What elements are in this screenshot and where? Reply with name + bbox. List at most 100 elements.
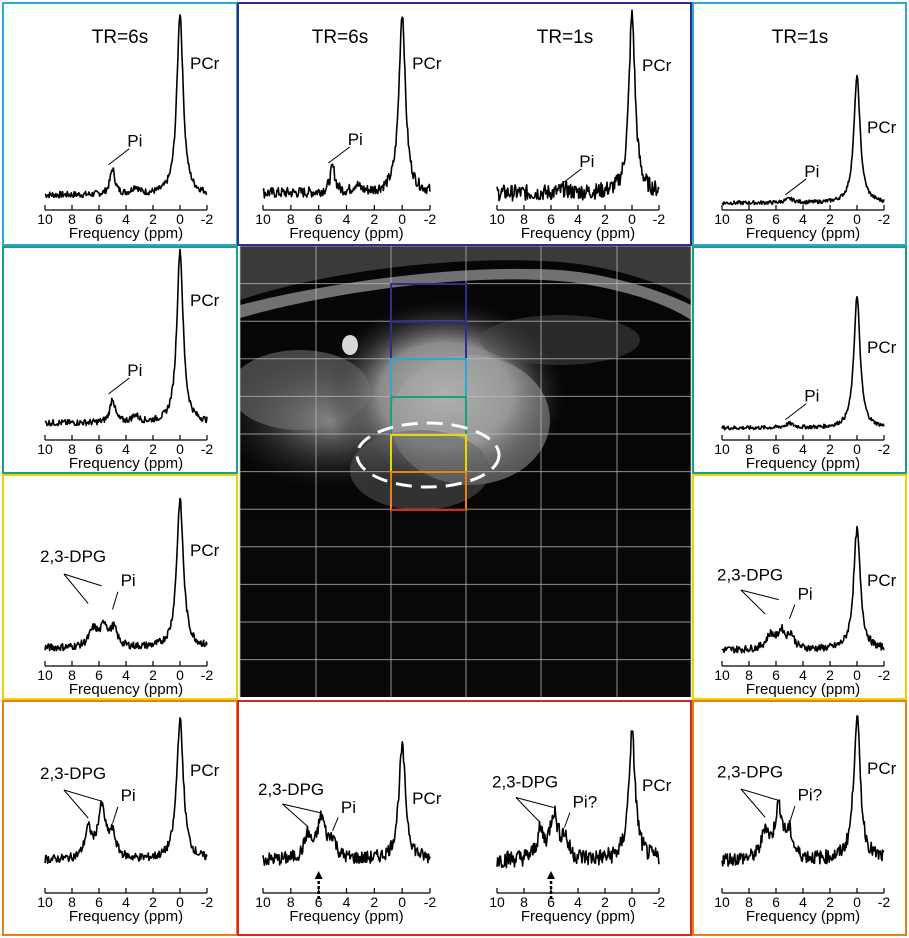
x-tick-label: -2 <box>878 667 891 683</box>
x-tick-label: 6 <box>95 211 103 227</box>
panel-frame <box>237 700 692 936</box>
x-tick-label: 4 <box>799 441 807 457</box>
x-tick-label: -2 <box>201 211 214 227</box>
x-tick-label: 2 <box>149 667 157 683</box>
x-axis-label: Frequency (ppm) <box>746 681 860 698</box>
pcr-label: PCr <box>190 291 220 310</box>
pi-label: Pi <box>121 786 136 805</box>
x-tick-label: 0 <box>176 441 184 457</box>
spectrum-line <box>44 248 208 427</box>
panel-frame <box>2 246 238 474</box>
x-tick-label: 0 <box>176 894 184 910</box>
x-tick-label: 10 <box>714 441 730 457</box>
arrow-head <box>547 871 555 879</box>
pi-label: Pi <box>127 132 142 151</box>
x-tick-label: 8 <box>745 894 753 910</box>
x-tick-label: 6 <box>547 211 555 227</box>
x-axis-label: Frequency (ppm) <box>69 455 183 472</box>
x-tick-label: 10 <box>37 894 53 910</box>
x-tick-label: 6 <box>95 441 103 457</box>
dpg-leader <box>63 789 102 802</box>
x-tick-label: 2 <box>826 894 834 910</box>
x-tick-label: 4 <box>343 211 351 227</box>
spectrum-line <box>496 9 660 202</box>
pi-leader <box>789 604 796 619</box>
tr-label: TR=1s <box>772 27 829 48</box>
tr-label: TR=1s <box>537 27 594 48</box>
spectrum-line <box>44 717 208 864</box>
pi-leader <box>112 806 119 824</box>
x-tick-label: -2 <box>201 894 214 910</box>
x-tick-label: 0 <box>853 211 861 227</box>
panel-frame <box>692 246 907 474</box>
x-tick-label: 4 <box>799 894 807 910</box>
panel-frame <box>692 2 907 246</box>
dpg-leader <box>740 788 766 818</box>
x-tick-label: 4 <box>122 894 130 910</box>
pcr-label: PCr <box>412 54 442 73</box>
pi-label: Pi? <box>798 785 823 804</box>
x-tick-label: -2 <box>878 441 891 457</box>
spectrum-line <box>44 497 208 652</box>
dpg-leader <box>63 573 102 587</box>
pi-leader <box>785 403 807 421</box>
dpg-leader <box>515 797 554 808</box>
pi-label: Pi <box>804 162 819 181</box>
x-tick-label: 10 <box>489 894 505 910</box>
x-tick-label: 6 <box>95 894 103 910</box>
x-tick-label: 8 <box>287 894 295 910</box>
pcr-label: PCr <box>867 759 897 778</box>
pi-label: Pi <box>127 361 142 380</box>
pi-leader <box>108 148 130 166</box>
x-tick-label: 8 <box>520 211 528 227</box>
tr-label: TR=6s <box>312 27 369 48</box>
dpg-label: 2,3-DPG <box>717 565 783 584</box>
x-tick-label: 0 <box>628 894 636 910</box>
pi-label: Pi <box>341 798 356 817</box>
x-tick-label: 10 <box>255 211 271 227</box>
x-tick-label: 4 <box>574 894 582 910</box>
panel-frame <box>692 700 907 936</box>
x-axis-label: Frequency (ppm) <box>69 908 183 925</box>
arrow-head <box>314 871 323 879</box>
pi-label: Pi <box>579 152 594 171</box>
x-tick-label: 8 <box>68 894 76 910</box>
x-tick-label: 2 <box>370 894 378 910</box>
x-tick-label: 4 <box>799 211 807 227</box>
spectrum-panel-p12: 10 8 6 4 2 0 -2 Frequency (ppm) PCr Pi? 2,3-DPG <box>714 715 897 925</box>
x-tick-label: -2 <box>878 894 891 910</box>
dpg-leader <box>515 797 541 823</box>
spectrum-panel-p9: 10 8 6 4 2 0 -2 Frequency (ppm) PCr Pi 2,3-DPG <box>37 717 220 925</box>
x-tick-label: 10 <box>37 441 53 457</box>
x-tick-label: 0 <box>398 211 406 227</box>
x-tick-label: 0 <box>628 211 636 227</box>
spectra: 10 8 6 4 2 0 -2 Frequency (ppm) TR=6s PCr Pi 10 8 6 4 2… <box>37 9 897 925</box>
x-tick-label: 2 <box>149 894 157 910</box>
x-tick-label: 0 <box>853 667 861 683</box>
x-tick-label: 4 <box>799 667 807 683</box>
spectrum-panel-p8: 10 8 6 4 2 0 -2 Frequency (ppm) PCr Pi 2,3-DPG <box>714 525 897 698</box>
pcr-label: PCr <box>190 54 220 73</box>
spectrum-line <box>262 16 431 199</box>
x-tick-label: 6 <box>315 211 323 227</box>
x-tick-label: -2 <box>424 894 437 910</box>
pcr-label: PCr <box>190 541 220 560</box>
pi-label: Pi <box>348 130 363 149</box>
x-tick-label: 10 <box>489 211 505 227</box>
pi-leader <box>332 817 339 832</box>
dpg-label: 2,3-DPG <box>717 763 783 782</box>
dashed-region-ellipse <box>355 421 501 489</box>
tr-label: TR=6s <box>92 27 149 48</box>
x-tick-label: 0 <box>176 211 184 227</box>
spectrum-line <box>262 741 431 866</box>
spectrum-panel-p4: 10 8 6 4 2 0 -2 Frequency (ppm) TR=1s PCr Pi <box>714 27 896 242</box>
x-tick-label: -2 <box>201 667 214 683</box>
pcr-label: PCr <box>867 118 897 137</box>
pi-leader <box>560 168 582 186</box>
x-axis-label: Frequency (ppm) <box>746 225 860 242</box>
x-tick-label: 2 <box>149 211 157 227</box>
spectrum-line <box>721 295 885 431</box>
spectrum-panel-p6: 10 8 6 4 2 0 -2 Frequency (ppm) PCr Pi <box>714 295 897 472</box>
x-tick-label: -2 <box>201 441 214 457</box>
